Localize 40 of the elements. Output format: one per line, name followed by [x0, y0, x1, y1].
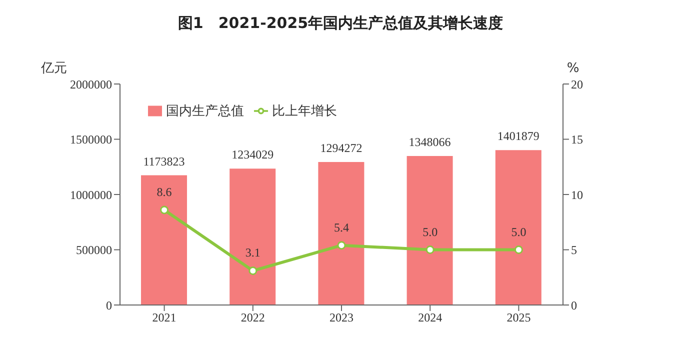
legend-label: 国内生产总值 — [166, 104, 244, 119]
data-label: 1234029 — [232, 148, 274, 162]
data-label: 5.4 — [334, 220, 349, 234]
x-tick-label: 2025 — [506, 310, 531, 325]
chart-title: 图1 2021-2025年国内生产总值及其增长速度 — [176, 13, 504, 34]
data-label: 1348066 — [408, 135, 451, 150]
y-tick-label: 2000000 — [70, 77, 112, 92]
data-label: 5.0 — [511, 224, 526, 239]
y-axis-title: 亿元 — [40, 61, 67, 76]
data-label: 5.0 — [422, 224, 438, 239]
data-label: 1401879 — [497, 129, 540, 144]
data-label: 1173823 — [143, 154, 185, 168]
point — [160, 206, 169, 214]
y2-tick-label: 0 — [571, 298, 577, 312]
bar — [406, 156, 453, 305]
bar — [318, 162, 364, 305]
data-label: 1294272 — [320, 140, 362, 155]
point — [337, 241, 346, 250]
bar — [495, 150, 542, 305]
bar — [230, 168, 276, 305]
x-tick-label: 2024 — [418, 310, 442, 325]
point — [514, 246, 523, 254]
y2-axis-title: % — [566, 61, 580, 76]
y2-tick-label: 10 — [571, 188, 583, 202]
bar — [141, 175, 187, 305]
y-tick-label: 1000000 — [70, 188, 112, 202]
y-tick-label: 500000 — [76, 243, 112, 258]
legend-label: 比上年增长 — [272, 104, 337, 119]
y2-tick-label: 20 — [571, 77, 583, 92]
x-tick-label: 2021 — [152, 310, 176, 325]
y-tick-label: 1500000 — [70, 132, 112, 147]
y2-tick-label: 5 — [571, 243, 577, 258]
data-label: 3.1 — [245, 246, 260, 260]
x-tick-label: 2022 — [240, 310, 265, 325]
x-tick-label: 2023 — [330, 310, 354, 325]
point — [426, 246, 434, 254]
data-label: 8.6 — [156, 184, 172, 199]
y2-tick-label: 15 — [571, 132, 583, 147]
point — [248, 266, 258, 275]
y-tick-label: 0 — [106, 298, 112, 312]
